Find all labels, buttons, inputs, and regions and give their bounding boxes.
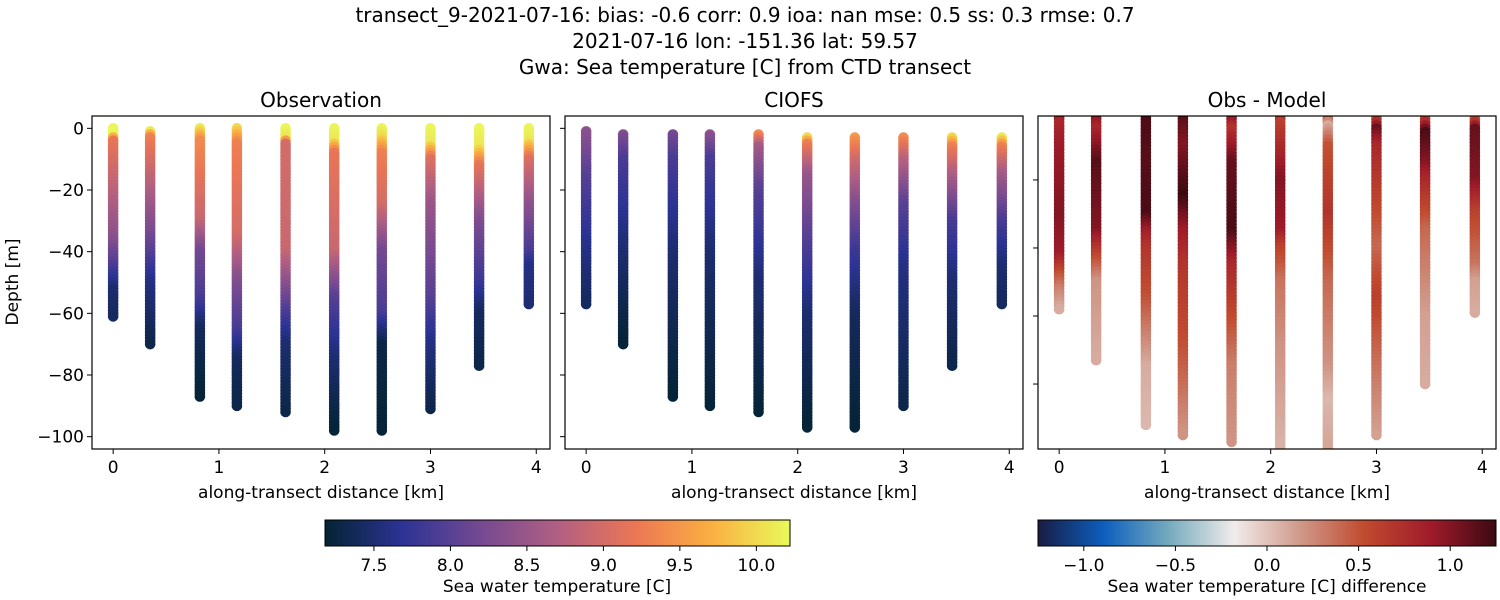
x-tick-label: 0: [1054, 458, 1065, 478]
data-point-station-7: [1323, 457, 1334, 468]
x-tick-label: 2: [319, 458, 330, 478]
x-tick-label: 1: [1160, 458, 1171, 478]
data-point-station-6: [1275, 457, 1286, 468]
colorbar-label-temperature: Sea water temperature [C]: [443, 577, 671, 597]
x-tick-label: 3: [1371, 458, 1382, 478]
data-point-station-8: [1371, 429, 1382, 441]
y-tick-label: −40: [48, 243, 84, 263]
data-point-station-8: [425, 403, 436, 415]
data-point-station-6: [1275, 446, 1285, 449]
panel-title-ciofs: CIOFS: [764, 88, 823, 112]
data-point-station-3: [1140, 419, 1152, 431]
scatter-points-panel-1: [107, 123, 535, 436]
data-point-station-6: [1275, 454, 1286, 465]
colorbar-label-difference: Sea water temperature [C] difference: [1107, 577, 1426, 597]
y-tick-label: −60: [48, 304, 84, 324]
axes-frame-panel-2: [564, 115, 1024, 450]
colorbar-tick-label: 10.0: [737, 556, 775, 576]
colorbar-tick-label: 8.0: [437, 556, 464, 576]
title-line-2: 2021-07-16 lon: -151.36 lat: 59.57: [572, 29, 918, 53]
colorbar-tick-label: 8.5: [513, 556, 540, 576]
x-tick-label: 0: [108, 458, 119, 478]
data-point-station-1: [1054, 103, 1065, 114]
data-point-station-3: [667, 391, 679, 402]
colorbar-tick-label: 1.0: [1437, 556, 1464, 576]
x-tick-label: 4: [531, 458, 542, 478]
title-line-3: Gwa: Sea temperature [C] from CTD transe…: [519, 55, 971, 79]
colorbar-2: [1037, 519, 1497, 547]
data-point-station-9: [473, 360, 485, 372]
data-point-station-9: [946, 360, 958, 372]
x-axis-label-observation: along-transect distance [km]: [198, 483, 444, 503]
colorbar-tick-label: 9.0: [590, 556, 617, 576]
y-tick-label: −20: [48, 181, 84, 201]
data-point-station-5: [1226, 436, 1237, 448]
colorbar-tick-label: 9.5: [666, 556, 693, 576]
panel-title-observation: Observation: [260, 88, 382, 112]
colorbar-tick-label: 7.5: [360, 556, 387, 576]
x-tick-label: 4: [1004, 458, 1015, 478]
x-axis-label-obs-model: along-transect distance [km]: [1144, 483, 1390, 503]
data-point-station-3: [194, 391, 206, 402]
data-point-station-7: [849, 422, 861, 433]
colorbar-tick-label: 0.5: [1345, 556, 1372, 576]
data-point-station-2: [1091, 103, 1102, 114]
data-point-station-1: [107, 311, 119, 322]
data-point-station-4: [1177, 429, 1189, 441]
y-axis-label: Depth [m]: [3, 238, 23, 325]
data-point-station-6: [1275, 450, 1286, 461]
data-point-station-7: [1323, 454, 1334, 465]
scatter-points-panel-3: [1053, 103, 1481, 468]
data-point-station-1: [580, 298, 592, 310]
data-point-station-4: [1178, 103, 1189, 114]
colorbar-1: [324, 519, 791, 547]
y-tick-label: 0: [73, 119, 84, 139]
y-tick-label: −80: [48, 366, 84, 386]
axes-frame-panel-3: [1037, 115, 1497, 450]
data-point-station-1: [1053, 303, 1065, 315]
x-tick-label: 3: [425, 458, 436, 478]
title-line-1: transect_9-2021-07-16: bias: -0.6 corr: …: [355, 3, 1134, 27]
data-point-station-2: [617, 338, 629, 350]
data-point-station-2: [144, 338, 156, 350]
data-point-station-10: [1469, 307, 1481, 318]
y-tick-label: −100: [37, 428, 84, 448]
x-axis-label-ciofs: along-transect distance [km]: [671, 483, 917, 503]
colorbar-tick-label: −1.0: [1063, 556, 1104, 576]
x-tick-label: 0: [581, 458, 592, 478]
data-point-station-3: [1141, 103, 1152, 114]
data-point-station-6: [801, 422, 813, 433]
data-point-station-7: [1323, 450, 1334, 461]
x-tick-label: 2: [1265, 458, 1276, 478]
colorbar-tick-label: −0.5: [1155, 556, 1196, 576]
data-point-station-4: [704, 400, 716, 412]
scatter-points-panel-2: [580, 126, 1008, 433]
data-point-station-10: [523, 298, 535, 310]
data-point-station-7: [1323, 446, 1333, 449]
data-point-station-2: [1090, 354, 1102, 366]
data-point-station-6: [328, 425, 340, 436]
x-tick-label: 2: [792, 458, 803, 478]
x-tick-label: 1: [687, 458, 698, 478]
data-point-station-8: [898, 400, 909, 412]
panel-title-obs-model: Obs - Model: [1208, 88, 1327, 112]
data-point-station-9: [1419, 378, 1431, 390]
data-point-station-10: [996, 298, 1008, 310]
x-tick-label: 1: [214, 458, 225, 478]
x-tick-label: 4: [1477, 458, 1488, 478]
data-point-station-4: [231, 400, 243, 412]
data-point-station-5: [753, 406, 764, 418]
data-point-station-5: [280, 406, 291, 418]
axes-frame-panel-1: [91, 115, 551, 450]
data-point-station-7: [376, 425, 388, 436]
x-tick-label: 3: [898, 458, 909, 478]
colorbar-tick-label: 0.0: [1253, 556, 1280, 576]
